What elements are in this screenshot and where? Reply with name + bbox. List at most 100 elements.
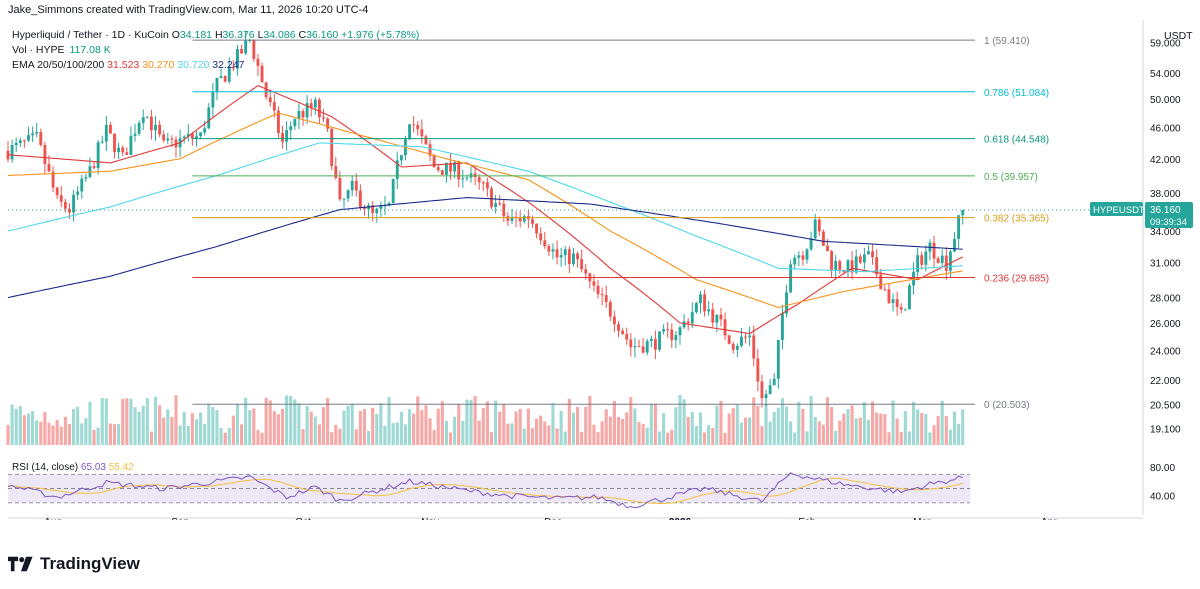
rsi-tick-label: 80.00 bbox=[1150, 463, 1175, 474]
volume-bar bbox=[440, 401, 444, 445]
volume-bar bbox=[252, 408, 256, 445]
volume-bar bbox=[362, 409, 367, 445]
volume-bar bbox=[203, 424, 207, 445]
price-tick-label: 24.000 bbox=[1150, 346, 1181, 357]
volume-bar bbox=[854, 418, 858, 445]
volume-bar bbox=[375, 413, 379, 445]
volume-bar bbox=[489, 432, 494, 445]
candle-body bbox=[776, 339, 780, 379]
volume-bar bbox=[809, 396, 813, 445]
candle-body bbox=[211, 92, 215, 108]
volume-bar bbox=[367, 430, 371, 445]
volume-bar bbox=[235, 403, 240, 445]
candle-body bbox=[293, 119, 297, 127]
volume-bar bbox=[641, 423, 645, 445]
fib-level-label: 0.618 (44.548) bbox=[984, 135, 1049, 146]
candle-body bbox=[723, 319, 727, 336]
candle-body bbox=[485, 182, 489, 189]
candle-body bbox=[649, 338, 653, 341]
volume-bar bbox=[866, 419, 871, 445]
candle-body bbox=[727, 335, 731, 344]
volume-bar bbox=[387, 396, 391, 445]
candle-body bbox=[47, 164, 51, 172]
candle-body bbox=[666, 329, 670, 331]
candle-body bbox=[14, 142, 18, 146]
candle-body bbox=[699, 294, 702, 303]
candle-body bbox=[96, 142, 100, 169]
volume-bar bbox=[842, 413, 846, 445]
volume-bar bbox=[321, 407, 326, 445]
ema-value-1: 30.270 bbox=[139, 59, 175, 71]
volume-bar bbox=[129, 398, 133, 445]
candle-body bbox=[133, 133, 137, 136]
volume-bar bbox=[350, 403, 354, 445]
volume-bar bbox=[494, 400, 498, 445]
rsi-ma-value: 55.42 bbox=[109, 462, 134, 473]
candle-body bbox=[252, 39, 256, 59]
volume-bar bbox=[76, 406, 80, 445]
volume-bar bbox=[412, 413, 416, 445]
candle-body bbox=[637, 346, 641, 348]
volume-bar bbox=[477, 420, 481, 445]
volume-bar bbox=[117, 423, 121, 445]
volume-bar bbox=[944, 416, 948, 445]
candle-body bbox=[838, 261, 842, 270]
volume-bar bbox=[756, 405, 760, 445]
candle-body bbox=[350, 180, 354, 191]
volume-bar bbox=[506, 423, 510, 445]
candle-body bbox=[731, 343, 735, 350]
volume-bar bbox=[162, 417, 166, 445]
candle-body bbox=[158, 124, 162, 135]
volume-bar bbox=[420, 410, 424, 445]
candle-body bbox=[674, 335, 678, 341]
candle-body bbox=[559, 255, 563, 258]
symbol-row: Hyperliquid / Tether · 1D · KuCoin O34.1… bbox=[12, 28, 419, 43]
volume-bar bbox=[244, 397, 248, 445]
bar-countdown: 09:39:34 bbox=[1150, 217, 1187, 228]
ema-value-2: 30.720 bbox=[174, 59, 210, 71]
volume-bar bbox=[199, 412, 203, 445]
tradingview-logo-icon bbox=[8, 556, 33, 572]
candle-body bbox=[903, 309, 907, 311]
candle-body bbox=[182, 136, 186, 139]
candle-body bbox=[428, 144, 432, 156]
volume-bar bbox=[784, 406, 789, 445]
candle-body bbox=[236, 49, 239, 69]
fib-level-label: 0 (20.503) bbox=[984, 400, 1030, 411]
candle-body bbox=[289, 126, 293, 131]
volume-bar bbox=[190, 413, 194, 445]
volume-bar bbox=[285, 395, 289, 445]
ohlc-value-C: 36.160 bbox=[306, 29, 342, 41]
candle-body bbox=[256, 58, 260, 66]
candle-body bbox=[547, 246, 551, 252]
volume-bar bbox=[371, 407, 375, 445]
candle-body bbox=[190, 133, 194, 139]
volume-bar bbox=[674, 407, 678, 445]
volume-bar bbox=[895, 418, 899, 445]
volume-bar bbox=[280, 408, 285, 445]
currency-label: USDT bbox=[1164, 30, 1193, 42]
time-tick-label: 2026 bbox=[669, 517, 692, 520]
volume-bar bbox=[625, 412, 629, 445]
rsi-pane bbox=[7, 472, 970, 509]
candle-body bbox=[694, 302, 698, 313]
volume-bar bbox=[346, 405, 350, 445]
candle-body bbox=[137, 122, 141, 134]
volume-bar bbox=[657, 431, 662, 445]
candle-body bbox=[338, 177, 342, 200]
candle-body bbox=[543, 240, 547, 247]
candle-body bbox=[703, 294, 707, 312]
candle-body bbox=[797, 255, 801, 258]
volume-bar bbox=[678, 395, 682, 445]
candle-body bbox=[760, 381, 764, 399]
ema-label: EMA 20/50/100/200 bbox=[12, 59, 105, 71]
candle-body bbox=[18, 140, 22, 143]
candle-body bbox=[572, 253, 575, 265]
time-tick-label: Dec bbox=[544, 517, 562, 520]
candle-body bbox=[203, 128, 207, 133]
candle-body bbox=[940, 255, 944, 264]
volume-bar bbox=[403, 424, 408, 445]
candle-body bbox=[363, 207, 366, 210]
volume-bar bbox=[59, 426, 63, 445]
